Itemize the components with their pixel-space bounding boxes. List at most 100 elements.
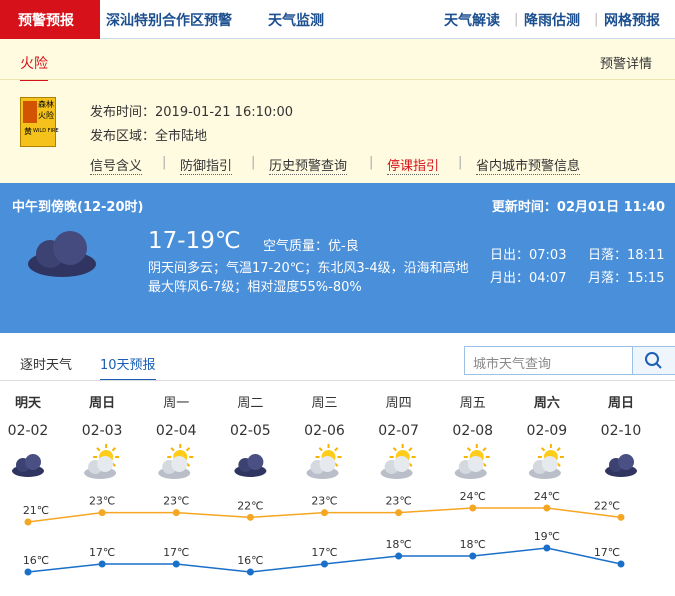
cloud-part [541, 456, 558, 472]
day-name: 周五 [460, 396, 486, 411]
weather-icon [454, 444, 490, 479]
icon-text: 森林 [38, 100, 54, 109]
day-name: 周日 [89, 396, 115, 411]
low-label: 19℃ [534, 530, 560, 543]
nav-link[interactable]: 降雨估测 [524, 13, 580, 29]
separator: | [162, 155, 167, 170]
sun-ray [318, 447, 323, 452]
day-date: 02-09 [527, 423, 568, 439]
day-name: 周三 [311, 396, 337, 411]
nav-link[interactable]: 网格预报 [604, 13, 660, 29]
separator: | [251, 155, 256, 170]
weather-icon [234, 454, 267, 477]
high-point [98, 509, 106, 517]
divider [0, 79, 675, 80]
high-label: 23℃ [89, 495, 115, 508]
high-label: 24℃ [534, 490, 560, 503]
nav-link[interactable]: 深汕特别合作区预警 [106, 13, 232, 29]
day-date: 02-03 [82, 423, 123, 439]
sun-ray [482, 447, 487, 452]
low-point [617, 560, 625, 568]
cloud-part [171, 456, 188, 472]
high-label: 23℃ [385, 495, 411, 508]
day-name: 明天 [15, 396, 42, 411]
search-icon [645, 352, 662, 369]
weather-icon [158, 444, 194, 479]
icon-text: 火险 [38, 111, 54, 120]
cloud-part [467, 456, 484, 472]
sun-ray [111, 447, 117, 452]
low-label: 17℃ [594, 546, 620, 559]
nav-link[interactable]: 天气解读 [444, 13, 500, 29]
sunset: 日落：18:11 [588, 248, 665, 263]
separator: | [458, 155, 463, 170]
cloud-part [393, 456, 410, 472]
low-label: 18℃ [385, 538, 411, 551]
low-point [395, 552, 403, 560]
air-quality: 空气质量：优-良 [263, 239, 359, 254]
high-label: 22℃ [237, 499, 263, 512]
updated: 更新时间：02月01日 11:40 [491, 200, 665, 215]
low-point [24, 568, 32, 576]
high-point [617, 513, 625, 521]
day-name: 周四 [386, 396, 412, 411]
issue-time: 发布时间：2019-01-21 16:10:00 [90, 105, 294, 120]
search-button[interactable] [632, 346, 675, 375]
weather-icon [306, 444, 342, 479]
sun-ray [185, 447, 191, 452]
high-label: 23℃ [311, 495, 337, 508]
weather-icon [12, 454, 44, 477]
separator: | [369, 155, 374, 170]
day-date: 02-10 [601, 423, 642, 439]
day-name: 周一 [163, 396, 189, 411]
low-label: 16℃ [23, 554, 49, 567]
high-label: 22℃ [594, 499, 620, 512]
sun-ray [466, 447, 472, 452]
tab-active[interactable]: 10天预报 [100, 354, 156, 381]
day-date: 02-08 [452, 423, 493, 439]
info-link[interactable]: 省内城市预警信息 [476, 155, 581, 175]
nav-active[interactable]: 预警预报 [18, 13, 74, 29]
sun-ray [170, 447, 175, 452]
weather-icon [84, 444, 120, 479]
sun-ray [408, 447, 413, 452]
cloud-part [618, 454, 634, 470]
detail-link[interactable]: 预警详情 [600, 57, 653, 72]
forecast-chart: 明天 02-02 周日 02-03 周一 02-04 周二 02-05 周三 02-06 周四 02-… [8, 395, 642, 576]
info-link[interactable]: 防御指引 [180, 155, 233, 175]
cloud-icon [28, 231, 96, 277]
icon-flame [23, 101, 37, 123]
high-point [395, 509, 403, 517]
day-date: 02-05 [230, 423, 271, 439]
day-name: 周二 [237, 396, 263, 411]
high-point [24, 518, 32, 526]
high-label: 21℃ [23, 504, 49, 517]
temp: 17-19℃ [148, 228, 241, 254]
day-name: 周六 [534, 395, 560, 411]
divider [0, 380, 675, 381]
day-name: 周日 [608, 396, 634, 411]
nav-link[interactable]: 天气监测 [268, 13, 324, 29]
moonset: 月落：15:15 [588, 271, 665, 286]
high-point [321, 509, 328, 517]
high-label: 23℃ [163, 495, 189, 508]
cloud-part [53, 231, 87, 265]
high-label: 24℃ [460, 490, 486, 503]
info-link[interactable]: 历史预警查询 [269, 155, 348, 175]
icon-en: WILD FIRE [33, 128, 59, 134]
separator: | [514, 12, 519, 27]
low-label: 17℃ [311, 546, 337, 559]
info-link[interactable]: 信号含义 [90, 155, 143, 175]
high-point [246, 513, 254, 521]
search-box[interactable]: 城市天气查询 [464, 346, 633, 375]
top-nav: 预警预报 深汕特别合作区预警 天气监测 天气解读 | 降雨估测 | 网格预报 [0, 0, 675, 39]
cloud-part [319, 456, 336, 472]
description: 阴天间多云；气温17-20℃；东北风3-4级，沿海和高地最大阵风6-7级；相对湿… [148, 261, 469, 295]
tab[interactable]: 逐时天气 [20, 358, 73, 373]
current-panel: 中午到傍晚(12-20时) 更新时间：02月01日 11:40 17-19℃ 空… [0, 183, 675, 333]
info-link[interactable]: 停课指引 [387, 155, 440, 175]
low-point [246, 568, 254, 576]
cloud-part [247, 454, 264, 470]
warning-tab[interactable]: 火险 [20, 53, 48, 81]
